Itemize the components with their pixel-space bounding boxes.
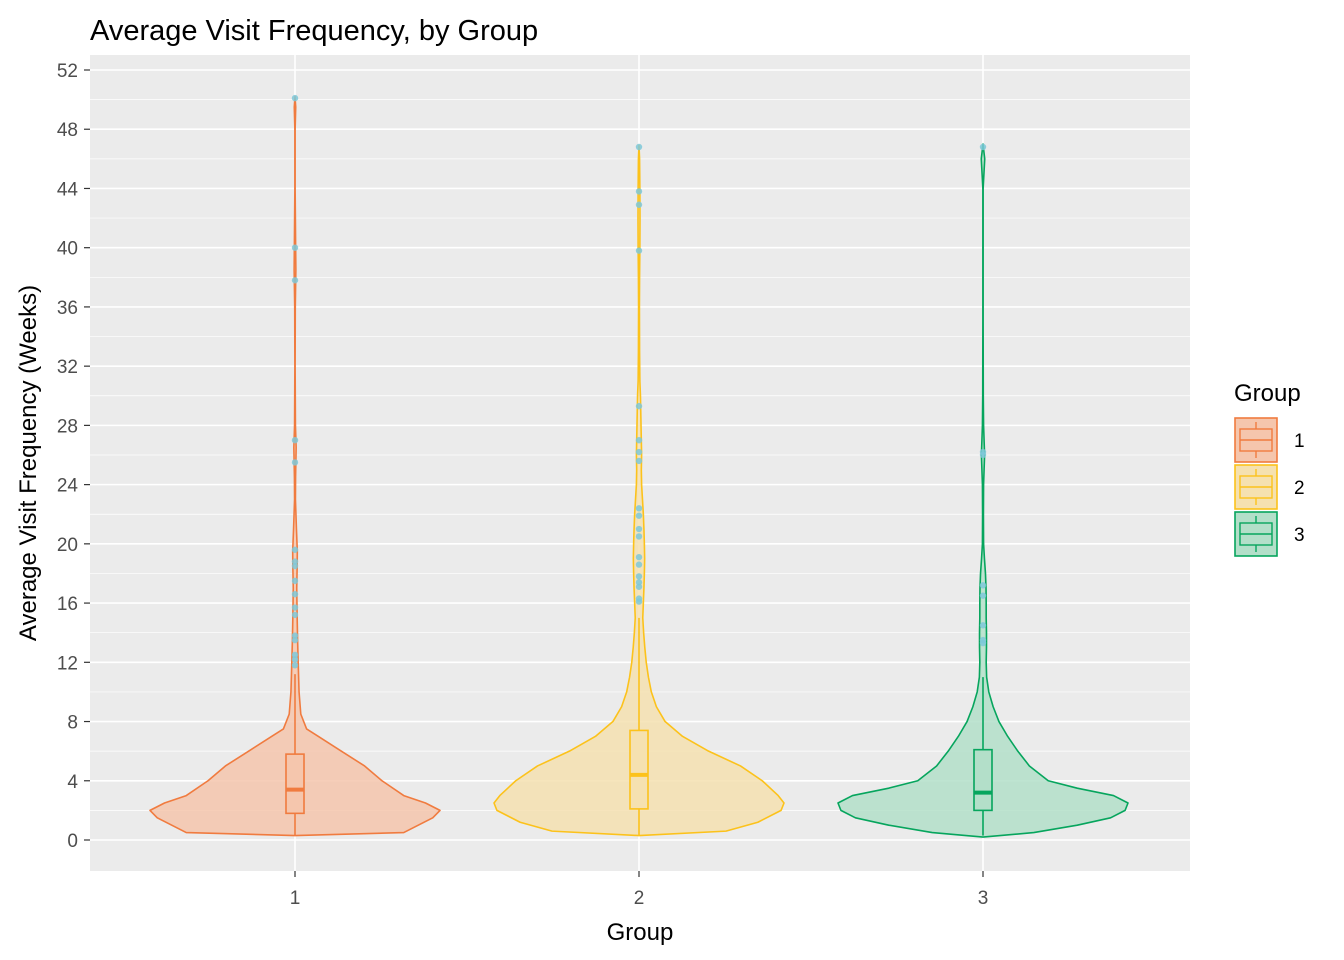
legend-title: Group — [1234, 380, 1301, 407]
outlier-point — [635, 561, 643, 568]
box-3 — [973, 748, 993, 812]
outlier-point — [635, 143, 643, 151]
outlier-point — [635, 573, 643, 580]
outlier-point — [291, 577, 299, 585]
outlier-point — [291, 244, 299, 251]
outlier-point — [291, 656, 299, 663]
y-tick-label: 16 — [57, 594, 78, 615]
outlier-point — [291, 277, 299, 284]
outlier-point — [635, 457, 643, 465]
y-tick-label: 4 — [67, 772, 78, 793]
outlier-point — [979, 639, 987, 647]
outlier-point — [979, 143, 987, 151]
y-tick-label: 40 — [57, 239, 78, 260]
y-tick-label: 32 — [57, 357, 78, 378]
outlier-point — [635, 579, 643, 586]
legend-label-2: 2 — [1294, 478, 1305, 499]
violin-group-3 — [837, 143, 1129, 838]
outlier-point — [635, 598, 643, 605]
outlier-point — [291, 562, 299, 570]
outlier-point — [291, 604, 299, 611]
outlier-point — [635, 583, 643, 590]
y-tick-label: 44 — [57, 179, 79, 200]
y-tick-label: 8 — [67, 713, 78, 734]
outlier-point — [635, 436, 643, 444]
y-tick-label: 48 — [57, 120, 78, 141]
outlier-point — [291, 636, 299, 644]
legend-item-3: 3 — [1234, 511, 1305, 557]
outlier-point — [635, 525, 643, 533]
outlier-point — [635, 553, 643, 561]
x-axis-title: Group — [607, 919, 674, 946]
outlier-point — [635, 533, 643, 540]
violins — [149, 94, 1129, 838]
outlier-point — [291, 632, 299, 639]
y-axis-title: Average Visit Frequency (Weeks) — [15, 285, 42, 641]
outlier-point — [979, 622, 987, 629]
x-tick-label: 2 — [634, 888, 645, 909]
y-tick-label: 36 — [57, 298, 78, 319]
y-tick-label: 12 — [57, 653, 78, 674]
outlier-point — [291, 436, 299, 444]
outlier-point — [291, 546, 299, 553]
outlier-point — [635, 505, 643, 512]
box-1 — [285, 753, 305, 815]
legend-label-3: 3 — [1294, 525, 1305, 546]
outlier-point — [635, 448, 643, 456]
chart-title: Average Visit Frequency, by Group — [90, 15, 538, 47]
outlier-point — [291, 662, 299, 669]
x-tick-label: 3 — [978, 888, 989, 909]
outlier-point — [635, 402, 643, 410]
outlier-point — [291, 459, 299, 466]
y-tick-label: 20 — [57, 535, 78, 556]
outlier-point — [635, 512, 643, 519]
legend: Group 1 2 3 — [1234, 380, 1305, 557]
outlier-point — [291, 94, 299, 102]
outlier-point — [635, 188, 643, 195]
x-tick-label: 1 — [290, 888, 301, 909]
outlier-point — [979, 592, 987, 599]
violin-group-1 — [149, 94, 441, 837]
outlier-point — [635, 201, 643, 208]
outlier-point — [979, 582, 987, 589]
outlier-point — [291, 651, 299, 659]
outlier-point — [979, 451, 987, 459]
y-tick-label: 24 — [57, 476, 79, 497]
y-tick-label: 28 — [57, 416, 78, 437]
violin-group-2 — [493, 143, 785, 837]
box-2 — [629, 729, 649, 810]
outlier-point — [291, 611, 299, 619]
outlier-point — [291, 558, 299, 565]
legend-item-2: 2 — [1234, 464, 1305, 510]
y-tick-label: 0 — [67, 831, 78, 852]
legend-label-1: 1 — [1294, 431, 1305, 452]
legend-item-1: 1 — [1234, 417, 1305, 463]
outlier-point — [635, 247, 643, 254]
y-tick-label: 52 — [57, 61, 78, 82]
x-axis-ticks: 1 2 3 — [290, 871, 989, 909]
outlier-point — [291, 590, 299, 598]
